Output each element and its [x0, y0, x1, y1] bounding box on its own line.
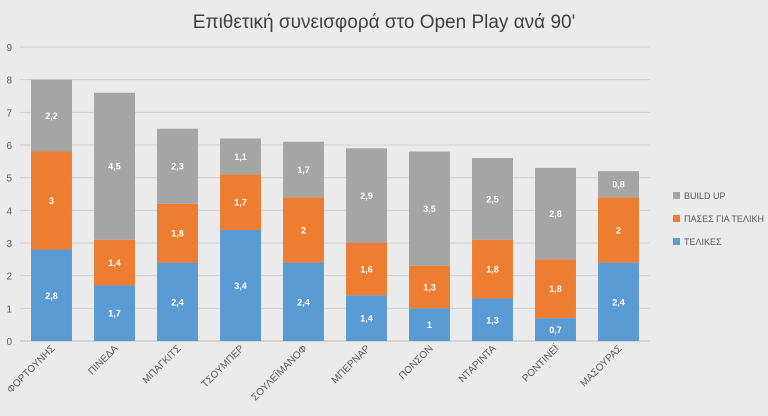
x-tick-label: ΠΟΝΣΟΝ: [397, 343, 435, 381]
bar-segment: [598, 197, 639, 263]
bar-segment: [472, 239, 513, 299]
bar-segment: [598, 171, 639, 198]
data-label: 3,5: [423, 204, 436, 214]
bar-segment: [157, 203, 198, 263]
data-label: 1,6: [360, 265, 373, 275]
bar-segment: [157, 128, 198, 204]
bar-segment: [31, 79, 72, 152]
bar-segment: [409, 265, 450, 309]
legend-label: ΤΕΛΙΚΕΣ: [684, 237, 722, 247]
bar-segment: [535, 167, 576, 260]
bar-segment: [346, 295, 387, 341]
data-label: 2,9: [360, 191, 373, 201]
data-label: 1,7: [234, 198, 247, 208]
bar-segment: [283, 197, 324, 263]
data-label: 2,2: [45, 111, 58, 121]
y-axis-ticks: 0 1 2 3 4 5 6 7 8 9: [6, 43, 12, 348]
y-tick-label: 2: [6, 272, 12, 283]
bar-segment: [409, 151, 450, 266]
y-tick-label: 4: [6, 206, 12, 217]
legend-swatch: [673, 238, 680, 245]
legend-swatch: [673, 215, 680, 222]
x-tick-label: ΜΠΕΡΝΑΡ: [330, 343, 373, 386]
bar-segment: [283, 262, 324, 341]
data-label: 0,7: [549, 325, 562, 335]
data-label: 2,3: [171, 162, 184, 172]
bar-segment: [283, 141, 324, 198]
data-label: 1,7: [297, 165, 310, 175]
data-label: 2: [616, 225, 621, 235]
x-axis-ticks: ΦΟΡΤΟΥΝΗΣ ΠΙΝΕΔΑ ΜΠΑΓΚΙΤΣ ΤΣΟΥΜΠΕΡ ΣΟΥΛΕΪΜΑΝ…: [5, 342, 624, 403]
data-label: 2: [301, 225, 306, 235]
x-tick-label: ΜΠΑΓΚΙΤΣ: [141, 343, 184, 386]
bar-segment: [94, 239, 135, 286]
x-tick-label: ΦΟΡΤΟΥΝΗΣ: [5, 343, 57, 395]
bar-segment: [598, 262, 639, 341]
data-label: 0,8: [612, 180, 625, 190]
data-label: 2,8: [45, 291, 58, 301]
data-label: 2,4: [612, 297, 625, 307]
bar-segment: [472, 158, 513, 240]
y-tick-label: 0: [6, 337, 12, 348]
bar-segment: [31, 249, 72, 341]
data-label: 1,7: [108, 309, 121, 319]
y-tick-label: 8: [6, 76, 12, 87]
bar-segment: [220, 138, 261, 175]
data-label: 4,5: [108, 162, 121, 172]
bar-segment: [94, 92, 135, 240]
data-label: 2,5: [486, 194, 499, 204]
data-label: 3,4: [234, 281, 247, 291]
bar-segment: [220, 174, 261, 230]
data-label: 1,8: [171, 229, 184, 239]
y-tick-label: 9: [6, 43, 12, 54]
y-tick-label: 1: [6, 304, 12, 315]
x-tick-label: ΜΑΣΟΥΡΑΣ: [579, 343, 625, 389]
bar-segment: [535, 259, 576, 319]
data-label: 3: [49, 196, 54, 206]
data-label: 2,4: [297, 297, 310, 307]
data-label: 1,8: [549, 284, 562, 294]
data-label: 1,3: [423, 283, 436, 293]
data-label: 1,1: [234, 152, 247, 162]
x-tick-label: ΝΤΑΡΙΝΤΑ: [457, 343, 499, 385]
bar-segment: [409, 308, 450, 341]
data-label: 1: [427, 320, 432, 330]
bar-segment: [220, 229, 261, 341]
x-tick-label: ΤΣΟΥΜΠΕΡ: [200, 343, 247, 390]
bar-segment: [346, 243, 387, 296]
legend-swatch: [673, 192, 680, 199]
x-tick-label: ΡΟΝΤΙΝΕΪ: [520, 342, 562, 384]
data-label: 1,8: [486, 265, 499, 275]
data-label: 2,4: [171, 297, 184, 307]
bars: 2,8 3 2,2 1,7 1,4 4,5 2,4 1,8 2,3 3,4 1,7 1,1 2,4 2 1,…: [31, 79, 639, 341]
legend-label: BUILD UP: [684, 191, 726, 201]
y-tick-label: 6: [6, 141, 12, 152]
legend: BUILD UP ΠΑΣΕΣ ΓΙΑ ΤΕΛΙΚΗ ΤΕΛΙΚΕΣ: [673, 191, 764, 247]
bar-segment: [157, 262, 198, 341]
y-tick-label: 7: [6, 108, 12, 119]
chart-title: Επιθετική συνεισφορά στο Open Play ανά 9…: [193, 12, 575, 33]
y-tick-label: 3: [6, 239, 12, 250]
bar-segment: [31, 151, 72, 250]
data-label: 1,3: [486, 315, 499, 325]
legend-label: ΠΑΣΕΣ ΓΙΑ ΤΕΛΙΚΗ: [684, 214, 764, 224]
y-tick-label: 5: [6, 174, 12, 185]
bar-segment: [94, 285, 135, 341]
data-label: 2,8: [549, 209, 562, 219]
x-tick-label: ΣΟΥΛΕΪΜΑΝΟΦ: [249, 343, 310, 404]
x-tick-label: ΠΙΝΕΔΑ: [87, 343, 121, 377]
bar-segment: [535, 318, 576, 341]
bar-segment: [346, 148, 387, 243]
data-label: 1,4: [108, 258, 121, 268]
bar-segment: [472, 298, 513, 341]
data-label: 1,4: [360, 314, 373, 324]
